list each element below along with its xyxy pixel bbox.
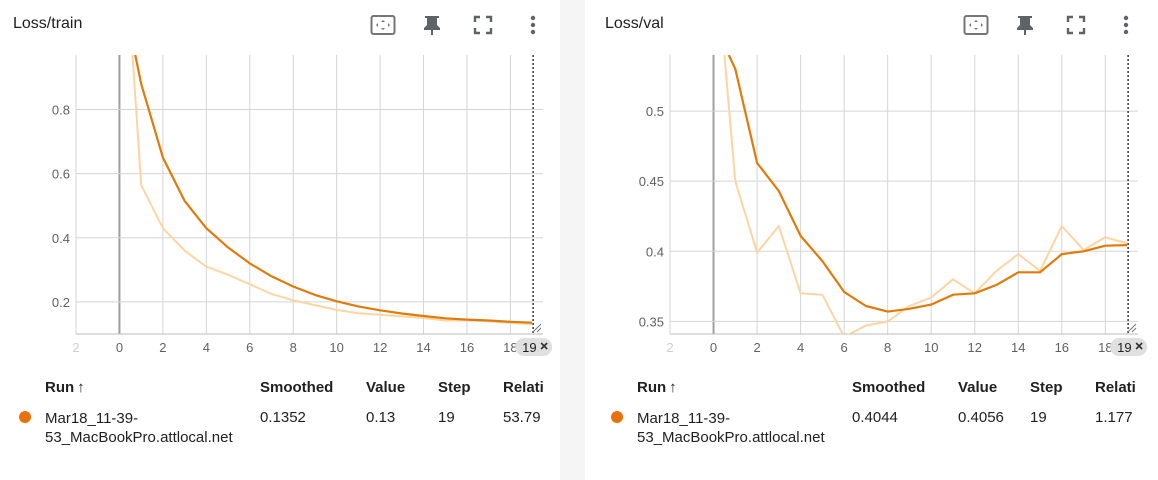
step-chip-label: 19 [1117,340,1131,355]
row-step: 19 [1030,409,1047,426]
x-tick-label: 0 [116,340,123,355]
x-tick-label: 14 [416,340,430,355]
x-tick-label: 6 [841,340,848,355]
close-icon [1135,342,1143,350]
header-run[interactable]: Run ↑ [637,379,677,396]
chart-card-loss-train: Loss/train 2 0 2 4 6 8 10 12 14 16 18 0.2 0.4 0.6 0.8 1… [0,0,560,480]
header-smoothed[interactable]: Smoothed [260,379,334,396]
run-name: Mar18_11-39- 53_MacBookPro.attlocal.net [637,410,825,446]
row-smoothed: 0.4044 [852,409,898,426]
x-tick-label: 16 [460,340,474,355]
resize-handle-icon [532,323,542,333]
y-tick-label: 0.5 [646,104,664,119]
x-tick-label: 12 [373,340,387,355]
line-chart-loss-val[interactable]: 2 0 2 4 6 8 10 12 14 16 18 0.35 0.4 0.45 0.5 19 [585,45,1158,365]
card-title: Loss/train [13,15,83,32]
x-tick-label: 2 [753,340,760,355]
fit-domain-icon[interactable] [368,10,398,40]
x-tick-label: 14 [1011,340,1025,355]
x-tick-label: 6 [246,340,253,355]
x-tick-label: 10 [329,340,343,355]
y-tick-label: 0.45 [639,174,664,189]
row-value: 0.13 [366,409,396,426]
more-vert-icon[interactable] [518,10,548,40]
card-title: Loss/val [605,15,664,32]
y-tick-label: 0.35 [639,314,664,329]
step-chip-label: 19 [522,340,536,355]
header-value[interactable]: Value [366,379,406,396]
run-color-dot [611,411,623,423]
sort-arrow-icon: ↑ [77,379,85,396]
y-tick-label: 0.4 [52,231,70,246]
x-tick-label: 12 [968,340,982,355]
resize-handle-icon [1127,323,1137,333]
step-chip: 19 [515,338,553,356]
run-name: Mar18_11-39- 53_MacBookPro.attlocal.net [45,410,233,446]
raw-series-line [131,55,533,326]
run-color-dot [19,411,31,423]
x-tick-label: 18 [503,340,517,355]
header-step[interactable]: Step [438,379,471,396]
y-tick-label: 0.6 [52,167,70,182]
x-tick-label: 0 [710,340,717,355]
header-relative[interactable]: Relati [503,379,544,396]
x-tick-label: 18 [1098,340,1112,355]
row-step: 19 [438,409,455,426]
step-chip: 19 [1110,338,1148,356]
header-run[interactable]: Run ↑ [45,379,85,396]
row-smoothed: 0.1352 [260,409,306,426]
x-tick-label: 8 [884,340,891,355]
close-icon [540,342,548,350]
fullscreen-icon[interactable] [468,10,498,40]
header-value[interactable]: Value [958,379,998,396]
x-tick-label: 2 [666,340,673,355]
fit-domain-icon[interactable] [961,10,991,40]
y-tick-label: 0.2 [52,295,70,310]
y-tick-label: 0.8 [52,103,70,118]
smoothed-series-line [727,55,1128,313]
pin-icon[interactable] [417,10,447,40]
smoothed-series-line [134,55,533,324]
x-tick-label: 2 [72,340,79,355]
x-tick-label: 10 [924,340,938,355]
y-tick-label: 0.4 [646,244,664,259]
header-smoothed[interactable]: Smoothed [852,379,926,396]
fullscreen-icon[interactable] [1061,10,1091,40]
sort-arrow-icon: ↑ [669,379,677,396]
header-step[interactable]: Step [1030,379,1063,396]
x-tick-label: 16 [1055,340,1069,355]
line-chart-loss-train[interactable]: 2 0 2 4 6 8 10 12 14 16 18 0.2 0.4 0.6 0.8 19 [0,45,560,365]
raw-series-line [723,55,1128,334]
row-relative: 1.177 [1095,409,1133,426]
more-vert-icon[interactable] [1111,10,1141,40]
x-tick-label: 2 [159,340,166,355]
x-tick-label: 8 [290,340,297,355]
row-relative: 53.79 [503,409,541,426]
chart-card-loss-val: Loss/val 2 0 2 4 6 8 10 12 14 16 18 0.35 0.4 0.45 0.5 1… [585,0,1158,480]
x-tick-label: 4 [797,340,804,355]
x-tick-label: 4 [203,340,210,355]
row-value: 0.4056 [958,409,1004,426]
pin-icon[interactable] [1010,10,1040,40]
header-relative[interactable]: Relati [1095,379,1136,396]
